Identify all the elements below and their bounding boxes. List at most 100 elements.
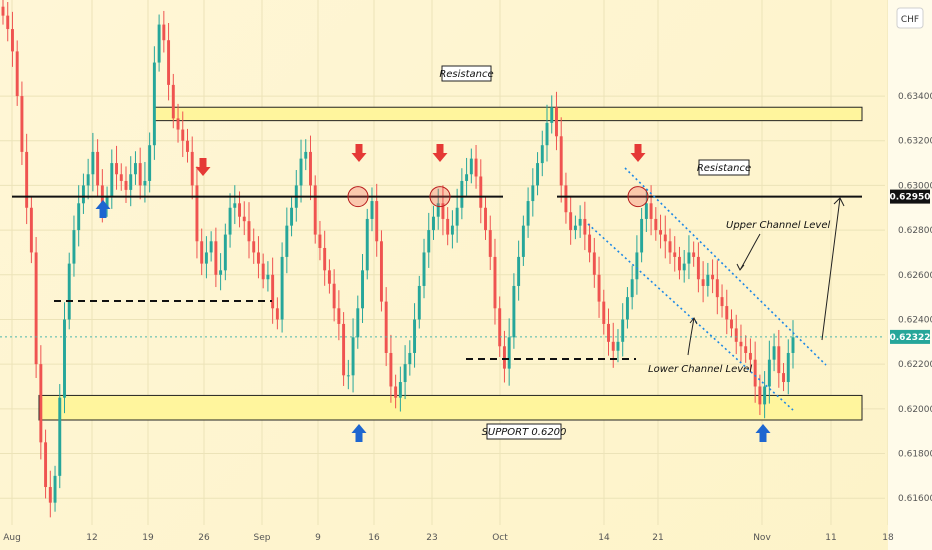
candle-body-14 bbox=[67, 263, 71, 320]
candle-body-85 bbox=[403, 364, 407, 383]
candle-body-38 bbox=[181, 129, 185, 141]
x-tick-5: 9 bbox=[315, 533, 321, 543]
candle-body-91 bbox=[432, 216, 435, 231]
candle-body-106 bbox=[502, 346, 506, 369]
candle-body-161 bbox=[763, 386, 767, 405]
candle-body-67 bbox=[318, 234, 322, 248]
support-label: SUPPORT 0.6200 bbox=[482, 427, 567, 438]
y-tick-1: 0.63200 bbox=[898, 137, 932, 147]
candle-body-159 bbox=[753, 359, 757, 387]
candle-body-79 bbox=[375, 201, 379, 242]
candle-body-107 bbox=[507, 337, 511, 369]
candle-body-5 bbox=[25, 151, 29, 208]
candle-body-119 bbox=[564, 185, 568, 213]
candle-body-115 bbox=[545, 122, 549, 146]
down-arrow-3 bbox=[432, 144, 448, 162]
candle-body-43 bbox=[204, 252, 208, 264]
candle-body-126 bbox=[597, 274, 601, 302]
candle-body-164 bbox=[777, 346, 781, 374]
touch-circle-2 bbox=[627, 186, 649, 208]
candle-body-2 bbox=[10, 29, 14, 52]
candle-body-99 bbox=[469, 158, 473, 175]
candle-body-87 bbox=[413, 319, 417, 353]
candle-body-51 bbox=[242, 216, 246, 222]
candle-body-69 bbox=[327, 270, 331, 284]
resistance-top-label: Resistance bbox=[439, 69, 493, 80]
candle-body-144 bbox=[682, 263, 686, 271]
candle-body-35 bbox=[167, 40, 171, 85]
candle-body-157 bbox=[744, 346, 748, 353]
axis-layer: CHF 0.634000.632000.630000.628000.626000… bbox=[3, 0, 932, 550]
candle-body-57 bbox=[271, 274, 275, 309]
y-tick-8: 0.61800 bbox=[898, 450, 932, 460]
candle-body-64 bbox=[304, 151, 308, 159]
candle-body-45 bbox=[214, 241, 218, 275]
x-tick-4: Sep bbox=[254, 533, 271, 543]
up-arrow-2 bbox=[351, 424, 367, 442]
candle-body-112 bbox=[531, 185, 535, 202]
candle-body-104 bbox=[493, 256, 497, 309]
candle-body-142 bbox=[673, 252, 677, 257]
candle-body-74 bbox=[351, 337, 355, 376]
x-ticks: Aug 12 19 26 Sep 9 16 23 Oct 14 21 Nov 11 18 bbox=[3, 533, 894, 543]
down-arrow-4 bbox=[630, 144, 646, 162]
candle-body-125 bbox=[592, 252, 596, 275]
candle-body-25 bbox=[119, 174, 123, 181]
current-price-tag bbox=[890, 329, 930, 344]
candle-body-137 bbox=[649, 203, 653, 219]
candle-body-61 bbox=[290, 207, 294, 226]
x-tick-0: Aug bbox=[3, 533, 21, 543]
candle-body-58 bbox=[275, 308, 279, 320]
candle-body-101 bbox=[479, 176, 483, 208]
upper-channel-label: Upper Channel Level bbox=[726, 220, 830, 231]
x-tick-6: 16 bbox=[368, 533, 380, 543]
candle-body-44 bbox=[209, 241, 213, 253]
candle-body-124 bbox=[588, 234, 592, 253]
candle-body-70 bbox=[332, 283, 336, 309]
candle-body-39 bbox=[186, 140, 189, 152]
candle-body-89 bbox=[422, 252, 426, 286]
candle-body-56 bbox=[266, 274, 270, 280]
candle-body-73 bbox=[346, 375, 350, 377]
candle-body-77 bbox=[365, 218, 369, 271]
candle-body-84 bbox=[398, 382, 402, 398]
x-tick-9: 14 bbox=[598, 533, 610, 543]
candle-body-148 bbox=[701, 279, 705, 286]
candle-body-132 bbox=[625, 297, 629, 320]
y-tick-9: 0.61600 bbox=[898, 494, 932, 504]
down-arrow-2 bbox=[351, 144, 367, 162]
candle-body-65 bbox=[309, 151, 312, 186]
y-tick-6: 0.62200 bbox=[898, 360, 932, 370]
x-tick-11: Nov bbox=[753, 533, 771, 543]
candle-body-0 bbox=[1, 6, 5, 16]
candle-body-72 bbox=[342, 323, 346, 376]
candle-body-24 bbox=[115, 163, 118, 175]
candle-body-133 bbox=[630, 279, 634, 298]
candle-body-166 bbox=[786, 352, 790, 383]
candle-body-94 bbox=[446, 218, 450, 235]
candle-body-118 bbox=[559, 136, 563, 186]
candle-body-162 bbox=[767, 359, 771, 387]
candle-body-129 bbox=[611, 341, 615, 351]
candle-body-160 bbox=[758, 386, 762, 405]
candle-body-27 bbox=[129, 174, 133, 190]
candle-body-139 bbox=[659, 230, 663, 235]
resistance-right-label: Resistance bbox=[697, 163, 751, 174]
candle-body-50 bbox=[238, 203, 241, 217]
overlay-layer bbox=[0, 144, 885, 442]
up-arrow-3 bbox=[755, 424, 771, 442]
support-zone bbox=[38, 394, 863, 421]
x-tick-8: Oct bbox=[492, 533, 508, 543]
signal-arrows bbox=[95, 144, 771, 442]
candle-body-75 bbox=[356, 308, 360, 338]
candle-body-158 bbox=[748, 352, 752, 360]
zone-layer bbox=[38, 106, 863, 421]
touch-circle-0 bbox=[347, 186, 369, 208]
candle-body-81 bbox=[384, 301, 388, 353]
candle-body-155 bbox=[734, 328, 738, 342]
candle-body-153 bbox=[725, 306, 729, 320]
candle-body-26 bbox=[124, 180, 128, 190]
candle-body-131 bbox=[621, 319, 625, 342]
candle-body-141 bbox=[668, 241, 672, 253]
candle-body-113 bbox=[536, 163, 540, 186]
